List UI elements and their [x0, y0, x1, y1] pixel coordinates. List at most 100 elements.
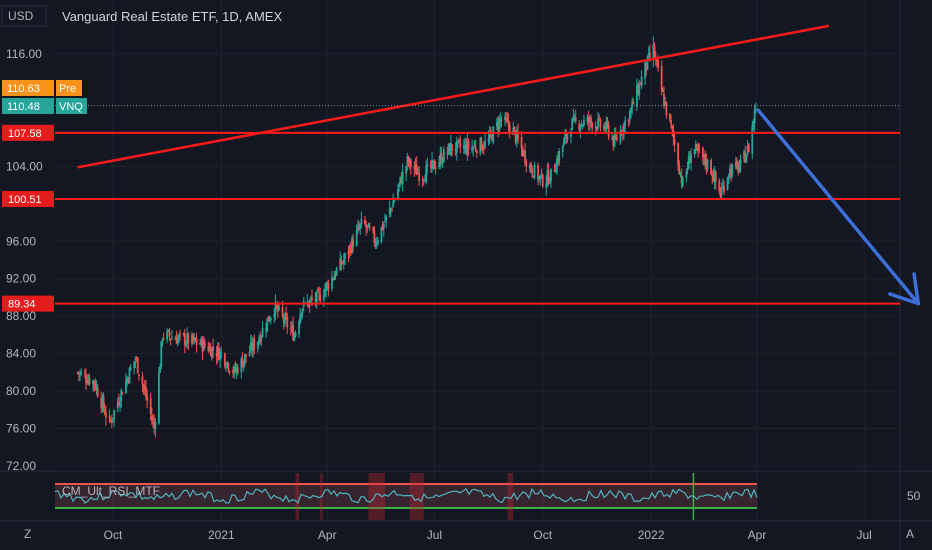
candle-body: [143, 387, 146, 390]
auto-scale-icon[interactable]: A: [906, 527, 914, 541]
candle-body: [95, 386, 98, 390]
zoom-toggle-icon[interactable]: Z: [24, 527, 31, 541]
candle-body: [614, 134, 617, 138]
candle-body: [497, 123, 499, 130]
candle-body: [364, 219, 366, 225]
candle-body: [215, 353, 218, 357]
candle-body: [448, 143, 451, 155]
candle-body: [105, 413, 107, 418]
candle-body: [334, 273, 337, 277]
candle-body: [528, 164, 531, 168]
candle-body: [525, 161, 528, 167]
candle-body: [449, 142, 452, 156]
candle-body: [467, 141, 470, 150]
pre-tag-value: 110.63: [7, 83, 40, 95]
candle-body: [285, 312, 287, 319]
candle-body: [360, 218, 363, 225]
candle-body: [632, 101, 635, 105]
level-tag: [2, 124, 54, 141]
x-tick-label: Jul: [856, 528, 871, 542]
candle-body: [267, 316, 270, 322]
trend-line[interactable]: [77, 24, 830, 169]
candle-body: [389, 208, 392, 210]
candle-body: [374, 244, 377, 246]
candle-body: [706, 159, 709, 169]
candle-body: [92, 380, 94, 385]
level-tag-label: 100.51: [8, 194, 42, 206]
candle-body: [514, 130, 517, 143]
last-tag: 110.48 VNQ: [2, 98, 87, 114]
candle-body: [446, 151, 449, 153]
candle-body: [687, 156, 690, 169]
candles: [76, 36, 757, 438]
candle-body: [615, 137, 618, 141]
candle-body: [241, 358, 244, 367]
candle-body: [324, 288, 326, 296]
candle-body: [86, 382, 88, 384]
candle-body: [421, 178, 424, 180]
candle-body: [647, 53, 650, 56]
candle-body: [594, 126, 597, 129]
candle-body: [88, 377, 91, 384]
candle-body: [326, 282, 329, 286]
candle-body: [208, 346, 211, 351]
candle-body: [595, 127, 598, 130]
currency-button[interactable]: [1, 5, 47, 27]
candle-body: [401, 171, 404, 184]
candle-body: [753, 110, 756, 124]
candle-body: [465, 144, 468, 154]
candle-body: [261, 328, 264, 337]
candle-body: [202, 340, 205, 352]
candle-body: [150, 415, 153, 421]
forecast-arrow[interactable]: [756, 108, 921, 306]
candle-body: [179, 332, 182, 334]
candle-body: [87, 379, 90, 384]
candle-body: [240, 358, 243, 373]
candle-body: [100, 397, 103, 408]
pre-tag: 110.63 Pre: [2, 80, 82, 96]
candle-body: [209, 346, 212, 357]
candle-body: [145, 387, 147, 397]
candle-body: [373, 230, 376, 243]
candle-body: [141, 376, 144, 385]
candle-body: [183, 333, 186, 346]
candle-body: [734, 161, 737, 167]
candle-body: [210, 347, 213, 359]
candle-body: [168, 331, 171, 337]
candle-body: [588, 116, 591, 123]
candle-body: [498, 119, 501, 132]
candle-body: [434, 167, 437, 169]
candle-body: [472, 147, 475, 150]
time-axis[interactable]: Oct 2021 Apr Jul Oct 2022 Apr Jul: [104, 528, 872, 542]
candle-body: [359, 224, 362, 229]
candle-body: [129, 367, 132, 370]
candle-body: [286, 317, 289, 328]
candle-body: [670, 120, 672, 126]
candle-body: [333, 275, 336, 281]
candle-body: [103, 409, 106, 415]
candle-body: [701, 147, 704, 158]
candle-body: [119, 402, 121, 407]
candle-body: [293, 335, 296, 341]
candle-body: [746, 145, 749, 155]
candle-body: [704, 153, 707, 164]
candle-body: [332, 278, 335, 280]
price-axis[interactable]: 116.00 104.00 96.00 92.00 88.00 84.00 80.00 76.…: [6, 47, 43, 473]
candle-body: [249, 342, 252, 351]
candle-body: [599, 119, 602, 128]
rsi-overbought-zone: [507, 473, 514, 520]
candle-body: [520, 137, 523, 149]
candle-body: [253, 339, 256, 350]
candle-body: [639, 83, 642, 85]
candle-body: [344, 253, 346, 259]
x-tick-label: Apr: [318, 528, 337, 542]
candle-body: [391, 208, 393, 210]
candle-body: [235, 367, 238, 372]
candle-body: [431, 159, 433, 169]
candle-body: [425, 166, 428, 183]
candle-body: [228, 370, 231, 372]
candle-body: [349, 246, 352, 254]
candle-body: [522, 150, 525, 155]
currency-label: USD: [8, 9, 34, 23]
